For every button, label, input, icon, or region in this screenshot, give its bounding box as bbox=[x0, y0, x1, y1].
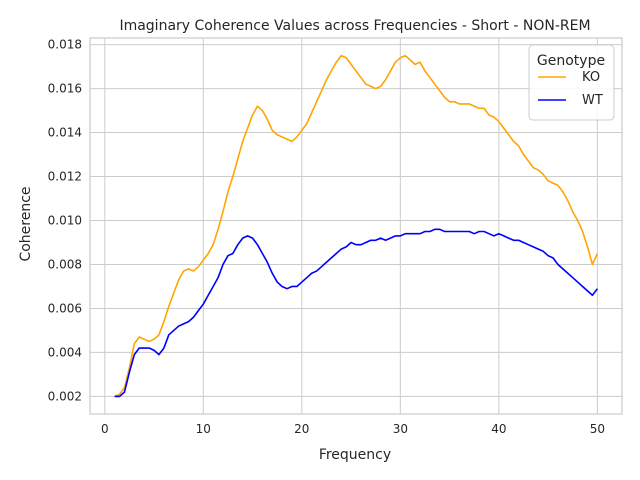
y-tick-label: 0.006 bbox=[48, 301, 82, 315]
x-tick-labels: 0 10 20 30 40 50 bbox=[101, 422, 605, 436]
legend-label-ko: KO bbox=[582, 70, 600, 85]
x-tick-label: 30 bbox=[393, 422, 408, 436]
chart-title: Imaginary Coherence Values across Freque… bbox=[119, 18, 590, 34]
series-layer bbox=[114, 54, 599, 398]
legend: Genotype KO WT bbox=[528, 44, 615, 121]
y-tick-label: 0.018 bbox=[48, 38, 82, 52]
series-line-wt bbox=[114, 228, 599, 398]
x-tick-label: 10 bbox=[196, 422, 211, 436]
y-tick-label: 0.008 bbox=[48, 257, 82, 271]
y-axis-label: Coherence bbox=[18, 186, 34, 261]
x-tick-label: 40 bbox=[491, 422, 506, 436]
series-line-ko bbox=[114, 54, 599, 398]
legend-label-wt: WT bbox=[582, 93, 603, 108]
y-tick-label: 0.014 bbox=[48, 126, 82, 140]
x-tick-label: 0 bbox=[101, 422, 109, 436]
plot-frame bbox=[89, 37, 623, 415]
x-axis-label: Frequency bbox=[319, 447, 391, 463]
y-tick-label: 0.012 bbox=[48, 170, 82, 184]
x-tick-label: 20 bbox=[294, 422, 309, 436]
grid-lines bbox=[90, 38, 622, 414]
y-tick-label: 0.010 bbox=[48, 214, 82, 228]
x-tick-label: 50 bbox=[590, 422, 605, 436]
y-tick-labels: 0.002 0.004 0.006 0.008 0.010 0.012 0.014 0.016… bbox=[48, 38, 82, 404]
legend-items: KO WT bbox=[538, 70, 603, 108]
legend-box bbox=[528, 44, 615, 121]
y-tick-label: 0.004 bbox=[48, 345, 82, 359]
y-tick-label: 0.016 bbox=[48, 82, 82, 96]
legend-title: Genotype bbox=[537, 53, 605, 69]
y-tick-label: 0.002 bbox=[48, 389, 82, 403]
